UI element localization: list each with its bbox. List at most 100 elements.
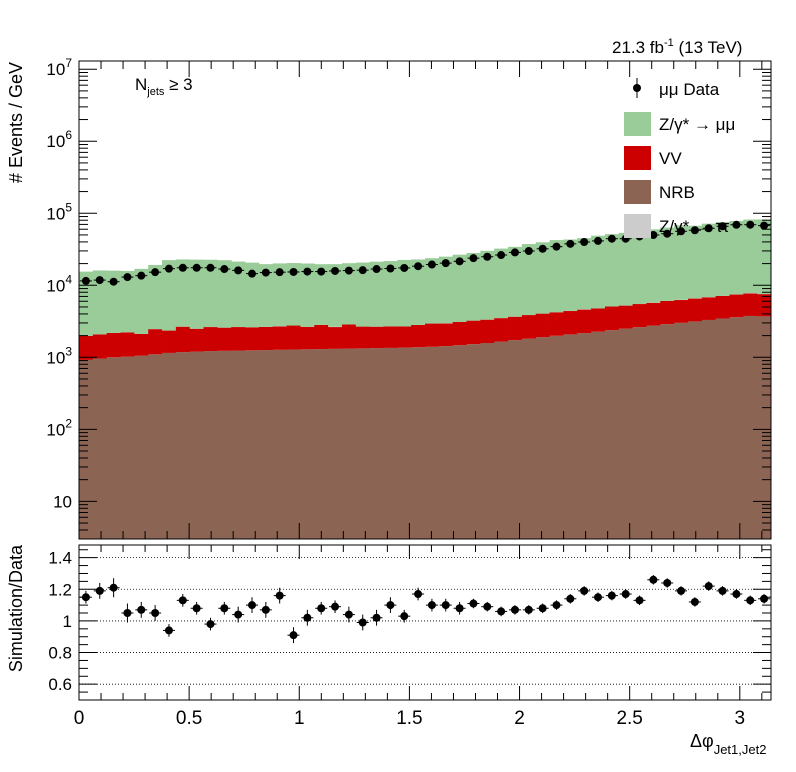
legend-entry-data: μμ Data [633,78,720,99]
hist-bar-vv [272,326,287,350]
hist-bar-z [217,260,232,328]
hist-bar-vv [328,327,343,349]
data-point [690,226,699,235]
data-point [718,222,727,231]
data-point [303,267,312,276]
hist-bar-nrb [411,347,426,539]
hist-bar-z [521,244,537,316]
hist-bar-vv [134,333,149,356]
y-tick-label: 103 [46,344,72,367]
hist-bar-z [591,235,606,309]
hist-bar-vv [687,298,703,322]
hist-bar-nrb [328,348,343,539]
ratio-point [483,602,492,611]
hist-bar-nrb [535,337,550,539]
ratio-point [109,583,118,592]
hist-bar-vv [231,327,246,351]
hist-bar-nrb [258,350,274,539]
y-tick-label: 106 [46,128,72,151]
hist-bar-vv [577,309,592,334]
hist-bar-vv [438,323,454,347]
hist-bar-vv [258,326,274,351]
hist-bar-z [162,260,177,331]
hist-bar-z [314,264,329,325]
hist-bar-vv [466,320,481,345]
ratio-point [344,610,353,619]
hist-bar-vv [632,304,647,328]
data-point [469,254,478,263]
hist-bar-vv [660,300,675,325]
ratio-point [151,609,160,618]
x-tick-label: 2.5 [616,708,642,729]
ratio-point [566,594,575,603]
ratio-point [289,631,298,640]
hist-bar-nrb [217,350,232,539]
hist-bar-vv [549,312,564,336]
data-point [95,276,104,285]
hist-bar-z [203,259,218,328]
hist-bar-nrb [452,345,467,539]
data-point [289,267,298,276]
ratio-point [635,596,644,605]
hist-bar-vv [79,335,94,360]
hist-bar-vv [480,319,495,343]
data-point [400,263,409,272]
ratio-y-tick-labels: 0.6 0.8 1 1.2 1.4 [48,549,72,695]
hist-bar-nrb [369,348,384,539]
hist-bar-z [604,234,620,307]
hist-bar-vv [314,324,329,350]
hist-bar-vv [535,313,550,338]
data-point [704,224,713,233]
hist-bar-z [549,240,564,313]
hist-bar-nrb [508,340,523,539]
main-plot-frame [78,60,772,540]
data-point [234,266,243,275]
hist-bar-nrb [203,351,218,539]
data-point [663,229,672,238]
x-tick-label: 0 [74,708,85,729]
data-point [164,264,173,273]
ratio-point [137,605,146,614]
hist-bar-z [632,230,647,305]
hist-bar-nrb [591,331,606,539]
hist-bar-z [397,259,412,327]
ratio-point [234,610,243,619]
hist-bar-nrb [494,341,509,539]
data-point [746,220,755,229]
y-tick-label: 105 [46,200,72,223]
hist-bar-vv [674,300,689,323]
main-axis-ticks [78,61,771,540]
hist-bar-z [272,263,287,327]
hist-bar-nrb [687,321,703,539]
hist-bar-z [618,232,633,306]
legend-swatch [624,146,651,170]
hist-bar-nrb [397,347,412,539]
data-point [358,266,367,275]
ratio-point [372,613,381,622]
data-point [220,265,229,274]
data-point [607,234,616,243]
hist-bar-nrb [438,346,454,539]
legend-swatch [624,112,651,136]
hist-bar-z [646,229,661,303]
hist-bar-z [92,270,108,335]
hist-bar-vv [591,308,606,332]
data-point [524,247,533,256]
ratio-point [510,605,519,614]
hist-bar-nrb [577,333,592,539]
hist-bar-z [715,222,730,296]
ratio-point [469,599,478,608]
legend-label: VV [659,149,682,168]
hist-bar-nrb [757,316,772,539]
hist-bar-nrb [106,357,121,539]
hist-bar-vv [411,324,426,348]
hist-bar-z [535,242,550,314]
hist-bar-vv [341,324,357,349]
data-point [580,237,589,246]
y-tick-label: 102 [46,416,72,439]
hist-bar-z [674,225,689,300]
data-point [760,221,769,230]
hist-bar-z [134,268,149,334]
hist-bar-vv [646,302,661,326]
